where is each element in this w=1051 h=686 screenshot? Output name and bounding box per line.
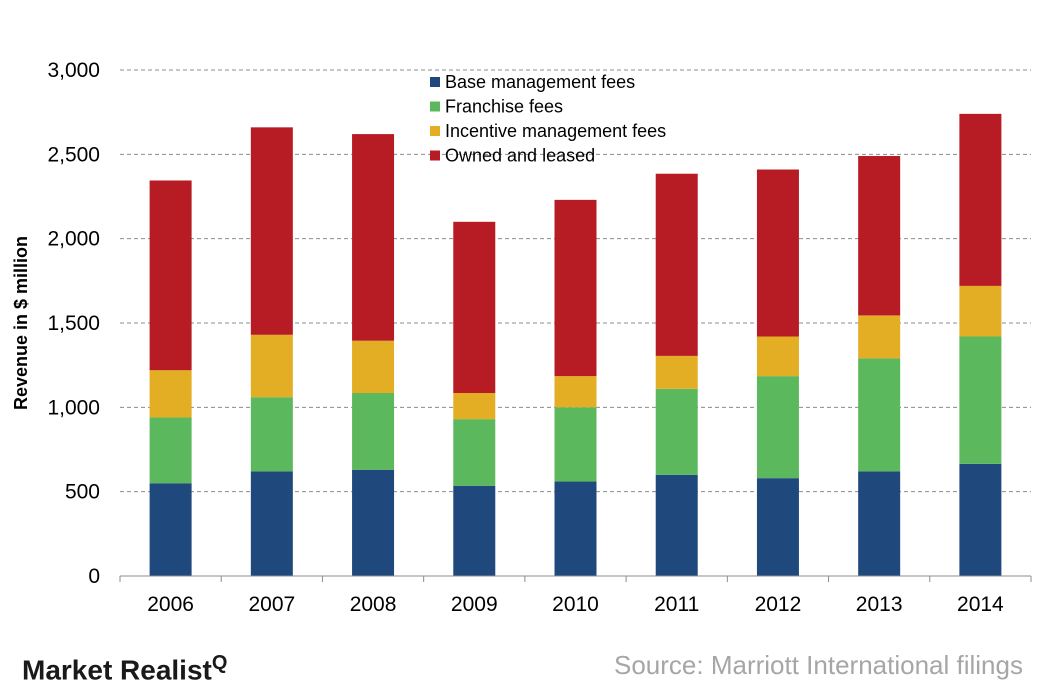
x-tick-labels: 2006 2007 2008 2009 2010 2011 2012 2013 2014	[147, 593, 1004, 616]
bars	[149, 113, 1002, 576]
x-tick-label: 2009	[451, 593, 498, 616]
legend-swatch	[430, 150, 440, 161]
y-tick-label: 3,000	[47, 59, 100, 82]
bar-segment-incentive-management-fees-2011	[655, 355, 698, 389]
bar-segment-incentive-management-fees-2009	[453, 392, 496, 420]
legend-swatch	[430, 101, 440, 112]
bar-segment-owned-and-leased-2008	[352, 134, 395, 341]
bar-segment-incentive-management-fees-2010	[554, 376, 597, 408]
bar-segment-owned-and-leased-2014	[959, 113, 1002, 286]
bar-segment-franchise-fees-2007	[250, 397, 293, 472]
bar-segment-incentive-management-fees-2012	[756, 336, 799, 377]
x-tick-label: 2012	[755, 593, 802, 616]
x-tick-label: 2011	[654, 593, 699, 616]
bar-segment-owned-and-leased-2006	[149, 180, 192, 371]
bar-segment-incentive-management-fees-2014	[959, 285, 1002, 337]
brand-mark-icon: Q	[211, 652, 228, 674]
bar-segment-owned-and-leased-2007	[250, 127, 293, 335]
brand-logo: Market RealistQ	[22, 652, 227, 686]
bar-segment-base-management-fees-2009	[453, 485, 496, 576]
bar-segment-franchise-fees-2013	[858, 358, 901, 472]
legend: Base management fees Franchise fees Incent…	[430, 72, 666, 166]
x-tick-label: 2008	[350, 593, 397, 616]
legend-label: Owned and leased	[445, 146, 595, 166]
bar-segment-franchise-fees-2011	[655, 388, 698, 475]
bar-segment-base-management-fees-2010	[554, 481, 597, 576]
legend-label: Base management fees	[445, 72, 635, 92]
x-tick-label: 2006	[147, 593, 194, 616]
y-tick-label: 2,500	[47, 143, 100, 166]
bar-segment-base-management-fees-2006	[149, 483, 192, 576]
bar-segment-franchise-fees-2010	[554, 407, 597, 482]
bar-segment-base-management-fees-2008	[352, 469, 395, 576]
bar-segment-owned-and-leased-2013	[858, 156, 901, 316]
y-tick-label: 1,500	[47, 312, 100, 335]
bar-segment-owned-and-leased-2009	[453, 221, 496, 393]
bar-segment-franchise-fees-2012	[756, 376, 799, 479]
y-axis-label: Revenue in $ million	[11, 236, 31, 410]
source-note: Source: Marriott International filings	[614, 650, 1023, 680]
y-tick-label: 2,000	[47, 228, 100, 251]
bar-segment-owned-and-leased-2012	[756, 169, 799, 337]
bar-segment-base-management-fees-2013	[858, 471, 901, 576]
legend-label: Incentive management fees	[445, 121, 666, 141]
y-tick-label: 0	[88, 565, 100, 588]
axes	[119, 575, 1032, 582]
bar-segment-base-management-fees-2012	[756, 478, 799, 576]
bar-segment-owned-and-leased-2010	[554, 199, 597, 377]
bar-segment-base-management-fees-2007	[250, 471, 293, 576]
x-tick-label: 2007	[248, 593, 295, 616]
legend-swatch	[430, 77, 440, 87]
y-tick-labels: 0 500 1,000 1,500 2,000 2,500 3,000	[47, 59, 100, 588]
bar-segment-base-management-fees-2014	[959, 463, 1002, 576]
legend-swatch	[430, 126, 440, 136]
bar-segment-franchise-fees-2009	[453, 419, 496, 486]
bar-segment-incentive-management-fees-2007	[250, 334, 293, 398]
bar-segment-franchise-fees-2014	[959, 336, 1002, 464]
x-tick-label: 2014	[957, 593, 1004, 616]
bar-segment-franchise-fees-2006	[149, 417, 192, 484]
y-tick-label: 500	[65, 481, 100, 504]
legend-label: Franchise fees	[445, 97, 563, 117]
bar-segment-incentive-management-fees-2008	[352, 340, 395, 393]
y-tick-label: 1,000	[47, 396, 100, 419]
x-tick-label: 2010	[552, 593, 599, 616]
bar-segment-franchise-fees-2008	[352, 392, 395, 470]
bar-segment-incentive-management-fees-2006	[149, 370, 192, 418]
x-tick-label: 2013	[856, 593, 903, 616]
bar-segment-owned-and-leased-2011	[655, 173, 698, 356]
bar-segment-incentive-management-fees-2013	[858, 315, 901, 359]
bar-segment-base-management-fees-2011	[655, 474, 698, 576]
